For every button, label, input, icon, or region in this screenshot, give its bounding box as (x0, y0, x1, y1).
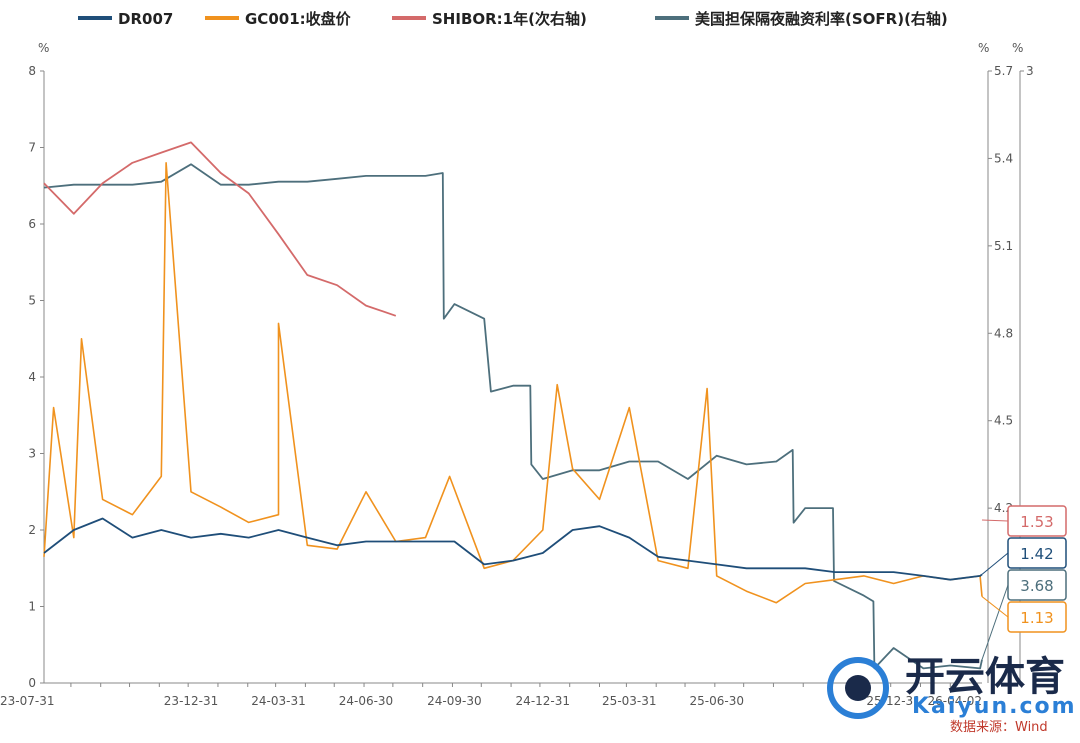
y-tick-label-left: 3 (28, 447, 36, 461)
y-tick-label-right: 5.1 (994, 239, 1013, 253)
value-badge-label: 1.13 (1020, 609, 1053, 627)
y-tick-label-left: 2 (28, 523, 36, 537)
value-badge-label: 1.42 (1020, 545, 1053, 563)
y-tick-label-left: 7 (28, 141, 36, 155)
y-tick-label-left: 1 (28, 600, 36, 614)
y-tick-label-left: 4 (28, 370, 36, 384)
y-axis-left-unit: % (38, 41, 49, 55)
x-tick-label: 26-04-02 (928, 694, 982, 708)
x-tick-label: 23-07-31 (0, 694, 54, 708)
legend-label: GC001:收盘价 (245, 10, 352, 28)
badge-connector (981, 596, 1009, 618)
y-tick-label-right: 5.4 (994, 151, 1013, 165)
x-tick-label: 25-06-30 (690, 694, 744, 708)
watermark-logo: 开云体育 Kaiyun.com (827, 654, 1077, 719)
watermark-cn-text: 开云体育 (905, 654, 1065, 700)
legend-label: SHIBOR:1年(次右轴) (432, 10, 587, 28)
y-tick-label-right: 4.5 (994, 414, 1013, 428)
watermark-en-text: Kaiyun.com (912, 694, 1077, 719)
x-tick-label: 24-03-31 (251, 694, 305, 708)
series-line-1 (43, 162, 983, 604)
y-tick-label-left: 0 (28, 676, 36, 690)
badge-connector (981, 584, 1009, 660)
series-line-2 (43, 141, 397, 317)
legend: DR007 GC001:收盘价 SHIBOR:1年(次右轴) 美国担保隔夜融资利率(S… (78, 10, 948, 28)
value-badge (1007, 537, 1067, 569)
x-tick-label: 24-09-30 (427, 694, 481, 708)
x-tick-label: 24-12-31 (516, 694, 570, 708)
x-tick-label: 23-12-31 (164, 694, 218, 708)
series-line-0 (43, 517, 983, 581)
watermark-logo-icon (827, 657, 889, 719)
y-tick-label-left: 6 (28, 217, 36, 231)
badge-connector (981, 519, 1009, 522)
y-tick-label-right: 4.8 (994, 326, 1013, 340)
y-axis-right2-unit: % (1012, 41, 1023, 55)
series-line-3 (43, 163, 983, 670)
value-badge-label: 1.53 (1020, 513, 1053, 531)
y-tick-label-right: 5.7 (994, 64, 1013, 78)
value-badge-label: 3.68 (1020, 577, 1053, 595)
y-tick-label-left: 8 (28, 64, 36, 78)
legend-label: 美国担保隔夜融资利率(SOFR)(右轴) (695, 10, 948, 28)
y-axis-right-unit: % (978, 41, 989, 55)
y-tick-label-right2: 3 (1026, 64, 1034, 78)
value-badge (1007, 569, 1067, 601)
y-tick-label-left: 5 (28, 294, 36, 308)
legend-label: DR007 (118, 10, 173, 28)
x-tick-label: 24-06-30 (339, 694, 393, 708)
source-label: 数据来源：Wind (950, 720, 1048, 735)
value-badge (1007, 601, 1067, 633)
watermark-ball-icon (845, 675, 871, 701)
x-tick-label: 25-03-31 (602, 694, 656, 708)
series-layer (43, 141, 983, 670)
value-badge (1007, 505, 1067, 537)
badge-connector (981, 552, 1009, 575)
value-badges: 1.53 1.42 3.68 1.13 (981, 505, 1067, 660)
